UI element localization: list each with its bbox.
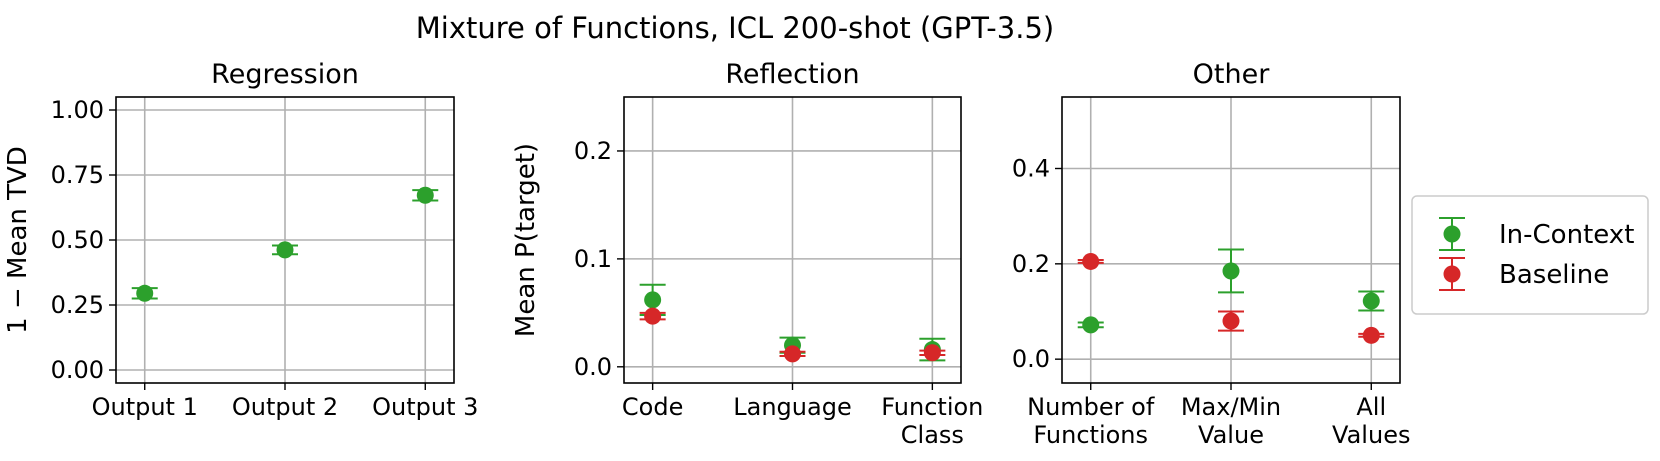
data-point xyxy=(644,307,662,325)
y-tick-label: 0.00 xyxy=(51,356,104,384)
y-axis-label: Mean P(target) xyxy=(511,143,541,337)
legend-marker xyxy=(1443,225,1461,243)
data-point xyxy=(1222,312,1240,330)
legend-label: In-Context xyxy=(1499,220,1634,250)
data-point xyxy=(1222,262,1240,280)
chart-panel-0: 0.00 0.25 0.50 0.75 1.00 Output 1 Output 2 Outp… xyxy=(3,59,478,421)
plot-frame xyxy=(1061,96,1401,384)
x-tick-label: Output 2 xyxy=(232,393,338,421)
legend-marker xyxy=(1443,265,1461,283)
chart-panels: 0.00 0.25 0.50 0.75 1.00 Output 1 Output 2 Outp… xyxy=(3,59,1410,449)
x-tick-label: Output 1 xyxy=(92,393,198,421)
y-tick-label: 0.0 xyxy=(574,353,612,381)
data-point xyxy=(923,344,941,362)
data-point xyxy=(1362,326,1380,344)
figure-title: Mixture of Functions, ICL 200-shot (GPT-… xyxy=(416,11,1054,45)
x-tick-label: All xyxy=(1356,393,1386,421)
x-tick-label: Number of xyxy=(1027,393,1155,421)
y-tick-label: 1.00 xyxy=(51,96,104,124)
data-point xyxy=(1082,316,1100,334)
x-tick-label: Code xyxy=(622,393,683,421)
y-tick-label: 0.4 xyxy=(1012,155,1050,183)
x-tick-label: Class xyxy=(901,421,964,449)
y-tick-label: 0.50 xyxy=(51,226,104,254)
panel-title: Regression xyxy=(211,59,359,90)
data-point xyxy=(276,241,294,259)
data-point xyxy=(644,291,662,309)
data-point xyxy=(784,345,801,363)
x-tick-label: Functions xyxy=(1033,421,1148,449)
y-axis-label: 1 − Mean TVD xyxy=(3,146,33,334)
data-point xyxy=(1362,292,1380,310)
x-tick-label: Values xyxy=(1332,421,1410,449)
y-tick-label: 0.75 xyxy=(51,161,104,189)
x-tick-label: Function xyxy=(881,393,983,421)
legend: In-Context Baseline xyxy=(1411,195,1649,315)
data-point xyxy=(416,186,434,204)
data-point xyxy=(136,284,154,302)
x-tick-label: Language xyxy=(733,393,851,421)
panel-title: Reflection xyxy=(725,59,859,90)
plot-frame xyxy=(623,96,962,384)
panel-title: Other xyxy=(1193,59,1271,90)
x-tick-label: Max/Min xyxy=(1181,393,1281,421)
x-tick-label: Value xyxy=(1198,421,1264,449)
y-tick-label: 0.25 xyxy=(51,291,104,319)
legend-label: Baseline xyxy=(1499,260,1609,290)
y-tick-label: 0.0 xyxy=(1012,345,1050,373)
y-tick-label: 0.2 xyxy=(574,137,612,165)
y-tick-label: 0.1 xyxy=(574,245,612,273)
plot-frame xyxy=(115,96,455,384)
x-tick-label: Output 3 xyxy=(372,393,478,421)
legend-frame xyxy=(1411,195,1649,315)
y-tick-label: 0.2 xyxy=(1012,250,1050,278)
data-point xyxy=(1082,252,1100,270)
